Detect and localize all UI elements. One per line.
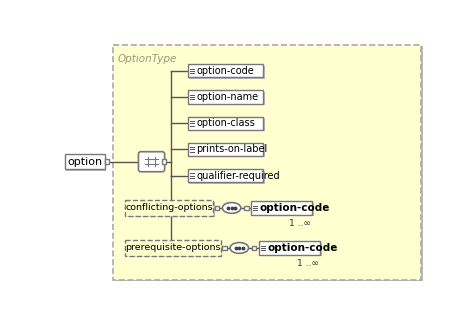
FancyBboxPatch shape <box>258 241 320 255</box>
FancyBboxPatch shape <box>215 206 219 210</box>
Text: 1 ..∞: 1 ..∞ <box>297 259 318 268</box>
FancyBboxPatch shape <box>188 91 263 104</box>
FancyBboxPatch shape <box>189 118 265 131</box>
FancyBboxPatch shape <box>188 143 263 156</box>
FancyBboxPatch shape <box>127 242 222 257</box>
Text: option: option <box>67 157 102 167</box>
FancyBboxPatch shape <box>251 201 312 215</box>
FancyBboxPatch shape <box>105 160 109 164</box>
FancyBboxPatch shape <box>189 170 265 184</box>
Ellipse shape <box>222 203 241 213</box>
FancyBboxPatch shape <box>125 200 213 216</box>
FancyBboxPatch shape <box>252 246 256 250</box>
FancyBboxPatch shape <box>115 46 423 281</box>
FancyBboxPatch shape <box>161 160 166 164</box>
FancyBboxPatch shape <box>65 154 105 169</box>
Text: qualifier-required: qualifier-required <box>196 170 280 181</box>
FancyBboxPatch shape <box>252 203 314 216</box>
FancyBboxPatch shape <box>139 152 165 172</box>
FancyBboxPatch shape <box>188 64 263 77</box>
FancyBboxPatch shape <box>189 144 265 158</box>
FancyBboxPatch shape <box>189 92 265 105</box>
FancyBboxPatch shape <box>260 243 322 256</box>
FancyBboxPatch shape <box>188 169 263 182</box>
Text: option-code: option-code <box>259 203 330 213</box>
FancyBboxPatch shape <box>113 45 421 280</box>
Text: option-name: option-name <box>196 92 258 102</box>
FancyBboxPatch shape <box>125 240 221 256</box>
FancyBboxPatch shape <box>244 206 248 210</box>
FancyBboxPatch shape <box>188 117 263 130</box>
Text: OptionType: OptionType <box>118 54 177 64</box>
FancyBboxPatch shape <box>189 66 265 79</box>
Text: conflicting-options: conflicting-options <box>126 204 213 213</box>
Text: prints-on-label: prints-on-label <box>196 144 268 154</box>
FancyBboxPatch shape <box>127 202 215 217</box>
Text: option-code: option-code <box>196 66 254 76</box>
Ellipse shape <box>230 243 248 253</box>
Text: option-code: option-code <box>267 243 337 253</box>
Text: prerequisite-options: prerequisite-options <box>125 243 221 252</box>
Text: 1 ..∞: 1 ..∞ <box>289 219 311 228</box>
Text: option-class: option-class <box>196 118 255 128</box>
FancyBboxPatch shape <box>66 156 106 171</box>
FancyBboxPatch shape <box>222 246 227 250</box>
